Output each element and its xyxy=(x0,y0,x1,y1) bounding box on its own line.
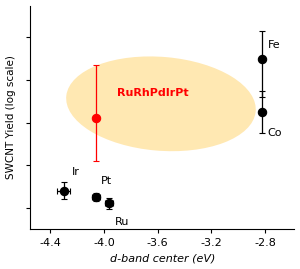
Text: Pt: Pt xyxy=(101,176,112,186)
Y-axis label: SWCNT Yield (log scale): SWCNT Yield (log scale) xyxy=(6,55,16,179)
X-axis label: d-band center (eV): d-band center (eV) xyxy=(110,253,215,263)
Ellipse shape xyxy=(66,56,256,151)
Text: Ir: Ir xyxy=(72,167,80,177)
Text: Ru: Ru xyxy=(115,217,129,227)
Text: Fe: Fe xyxy=(268,40,280,50)
Text: Co: Co xyxy=(268,128,282,137)
Text: RuRhPdIrPt: RuRhPdIrPt xyxy=(117,88,189,98)
